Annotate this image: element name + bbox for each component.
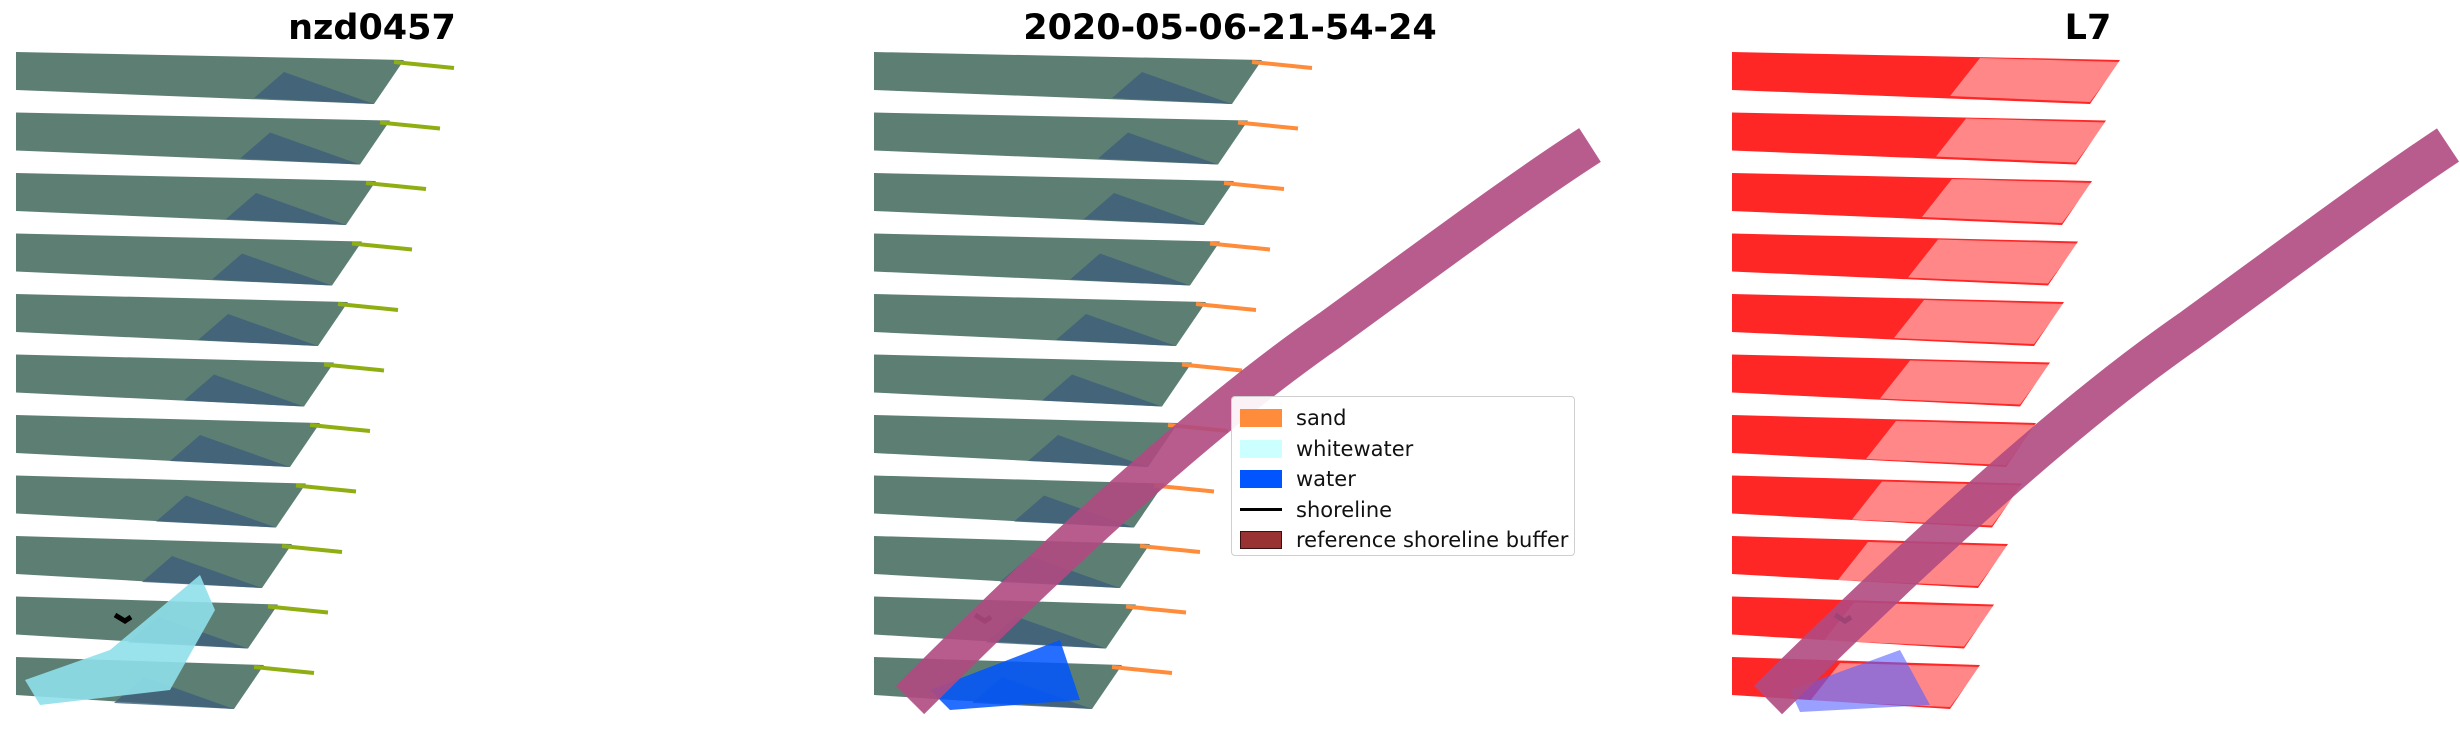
reference-shoreline-buffer <box>1753 128 2460 715</box>
strip-end-marker <box>1139 544 1201 554</box>
strip-end-marker <box>365 181 427 191</box>
shoreline-segment <box>113 612 133 624</box>
water-area <box>1790 650 1930 712</box>
legend-item-reference-buffer: reference shoreline buffer <box>1240 525 1569 556</box>
image-strip-shade <box>156 495 276 528</box>
image-strip-highlight <box>1894 300 2064 344</box>
image-strip-shade <box>1028 435 1148 467</box>
image-strip <box>16 354 334 407</box>
image-strip <box>874 233 1220 286</box>
strip-end-marker <box>253 665 315 675</box>
shoreline-swatch <box>1240 508 1282 512</box>
image-strip <box>874 415 1178 467</box>
legend-item-sand: sand <box>1240 403 1566 434</box>
image-strip-shade <box>198 314 318 346</box>
whitewater-swatch <box>1240 439 1282 458</box>
image-strip <box>16 233 362 286</box>
water-area <box>930 640 1080 710</box>
image-strip-shade <box>1070 253 1190 286</box>
whitewater-area <box>25 575 215 705</box>
image-strip-highlight <box>1866 421 2036 465</box>
image-strip-shade <box>226 193 346 225</box>
image-strip-highlight <box>1950 58 2120 102</box>
classification-legend: sand whitewater water shoreline referenc… <box>1231 396 1575 556</box>
reference-shoreline-buffer <box>895 128 1601 715</box>
strip-end-marker <box>1125 604 1187 615</box>
strip-end-marker <box>267 604 329 615</box>
image-strip <box>16 294 348 346</box>
image-strip-shade <box>986 616 1106 649</box>
panel-title-image-id: nzd0457 <box>288 8 456 48</box>
image-strip <box>874 294 1206 346</box>
strip-end-marker <box>1111 665 1173 675</box>
image-strip-shade <box>254 72 374 104</box>
legend-label-sand: sand <box>1296 406 1347 431</box>
image-strip-shade <box>1042 374 1162 407</box>
legend-label-whitewater: whitewater <box>1296 436 1414 461</box>
legend-label-water: water <box>1296 467 1356 492</box>
strip-end-marker <box>1195 302 1257 312</box>
strip-end-marker <box>295 483 357 494</box>
legend-item-shoreline: shoreline <box>1240 495 1566 526</box>
reference-buffer-swatch <box>1240 531 1282 550</box>
legend-item-whitewater: whitewater <box>1240 434 1566 465</box>
image-strip-shade <box>1084 193 1204 225</box>
strip-end-marker <box>323 362 385 373</box>
image-strip <box>1732 294 2064 346</box>
sand-swatch <box>1240 409 1282 428</box>
index-image-panel <box>1732 52 2460 715</box>
image-strip-shade <box>1098 132 1218 165</box>
image-strip-shade <box>142 556 262 588</box>
image-strip <box>1732 52 2120 104</box>
strip-end-marker <box>393 60 455 70</box>
strip-end-marker <box>1251 60 1313 70</box>
strip-end-marker <box>379 120 441 131</box>
rgb-image-panel <box>16 52 455 709</box>
strip-end-marker <box>1223 181 1285 191</box>
legend-item-water: water <box>1240 464 1566 495</box>
image-strip <box>1732 112 2106 165</box>
classified-image-panel <box>874 52 1601 715</box>
image-strip-shade <box>212 253 332 286</box>
image-strip-shade <box>170 435 290 467</box>
image-strip <box>1732 173 2092 225</box>
image-strip-shade <box>240 132 360 165</box>
image-strip-highlight <box>1922 179 2092 223</box>
strip-end-marker <box>351 241 413 252</box>
image-strip-shade <box>184 374 304 407</box>
image-strip-highlight <box>1880 360 2050 405</box>
legend-label-reference-buffer: reference shoreline buffer <box>1296 528 1569 553</box>
image-strip <box>1732 354 2050 407</box>
strip-end-marker <box>337 302 399 312</box>
strip-end-marker <box>1181 362 1243 373</box>
strip-end-marker <box>309 423 371 433</box>
image-strip-highlight <box>1936 118 2106 163</box>
image-strip-shade <box>1112 72 1232 104</box>
strip-end-marker <box>281 544 343 554</box>
image-strip-highlight <box>1908 239 2078 284</box>
image-strip <box>1732 233 2078 286</box>
strip-end-marker <box>1237 120 1299 131</box>
panel-title-satellite: L7 <box>2064 8 2112 48</box>
strip-end-marker <box>1209 241 1271 252</box>
image-strip-shade <box>1056 314 1176 346</box>
image-strip <box>874 354 1192 407</box>
image-strip <box>16 415 320 467</box>
legend-label-shoreline: shoreline <box>1296 497 1393 522</box>
image-strip <box>1732 415 2036 467</box>
panel-title-date: 2020-05-06-21-54-24 <box>1023 8 1437 48</box>
water-swatch <box>1240 470 1282 489</box>
